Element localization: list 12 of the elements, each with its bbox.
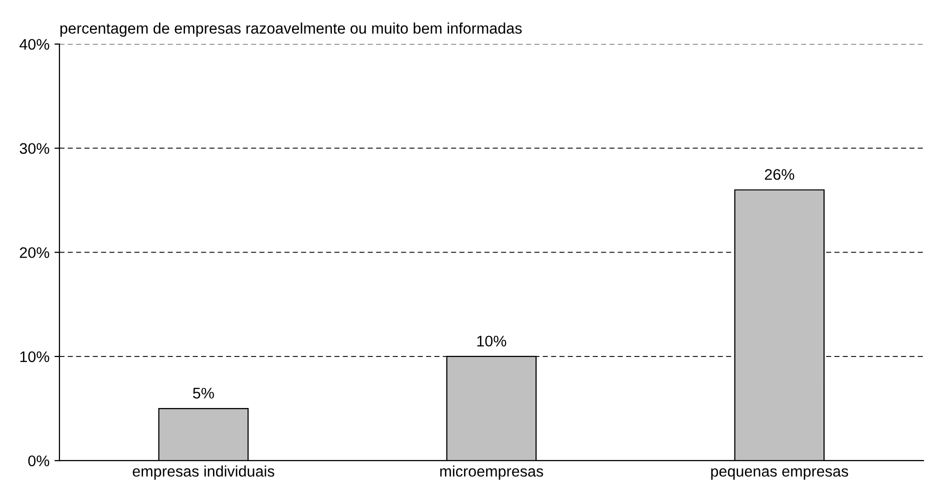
y-tick-label: 20% bbox=[20, 247, 50, 258]
x-tick-label: microempresas bbox=[440, 465, 544, 480]
data-label: 26% bbox=[764, 169, 794, 180]
data-label: 5% bbox=[193, 388, 214, 399]
chart-title: percentagem de empresas razoavelmente ou muito bem informadas bbox=[60, 22, 522, 37]
y-tick-label: 40% bbox=[20, 38, 50, 50]
y-tick-label: 30% bbox=[20, 143, 50, 154]
data-label: 10% bbox=[477, 336, 506, 347]
y-tick-label: 0% bbox=[28, 455, 50, 466]
x-tick-label: pequenas empresas bbox=[711, 468, 848, 480]
y-tick-label: 10% bbox=[20, 351, 50, 362]
x-tick-label: empresas individuais bbox=[132, 465, 274, 480]
